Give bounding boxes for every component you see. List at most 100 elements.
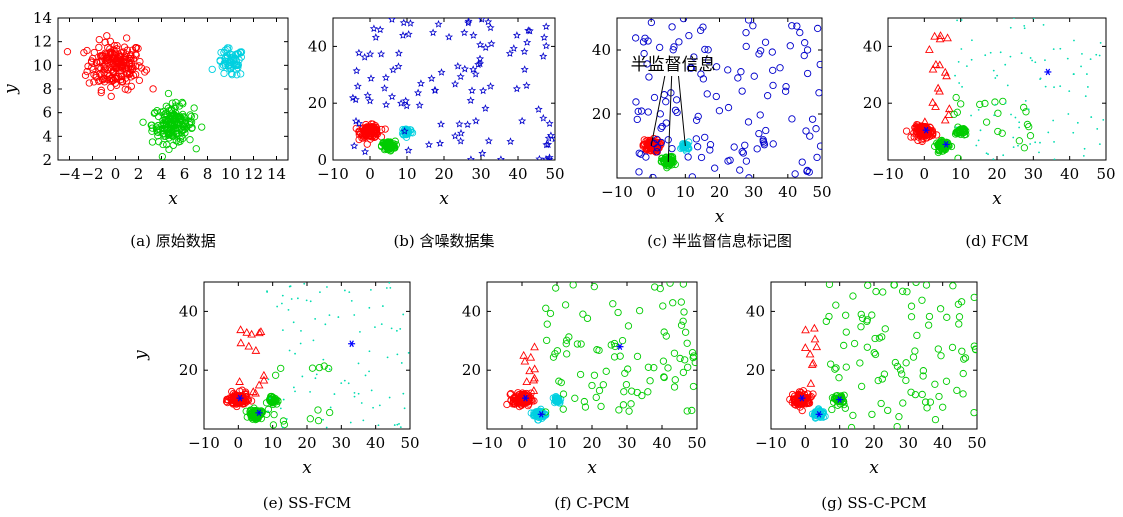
data-point: [559, 405, 567, 413]
data-point: [543, 336, 551, 345]
data-point: [899, 399, 907, 407]
subplot-caption: (a) 原始数据: [130, 232, 215, 250]
data-point: [816, 142, 822, 150]
y-tick-label: 20: [863, 94, 882, 112]
data-point: [786, 42, 794, 50]
data-point: [918, 296, 926, 304]
data-point: [154, 125, 162, 133]
data-point: [315, 363, 324, 372]
data-point: [269, 397, 271, 400]
data-point: [902, 127, 911, 135]
data-point: [726, 156, 734, 164]
data-point: [1083, 147, 1086, 150]
x-tick-label: 20: [434, 165, 453, 183]
data-point: [216, 56, 224, 64]
data-point: [610, 353, 619, 361]
data-point: [246, 410, 255, 418]
data-point: [372, 406, 374, 409]
data-point: [279, 407, 282, 410]
data-point: [597, 402, 605, 411]
data-point: [180, 119, 189, 127]
data-point: [928, 64, 938, 73]
data-point: [354, 48, 364, 57]
data-point: [394, 49, 403, 57]
data-point: [699, 23, 707, 31]
data-point: [701, 133, 709, 141]
data-point: [902, 359, 910, 367]
data-point: [832, 301, 840, 309]
data-point: [857, 382, 866, 391]
data-point: [290, 298, 293, 300]
data-point: [149, 85, 157, 93]
data-point: [590, 283, 598, 291]
data-point: [573, 340, 582, 348]
x-tick-label: 2: [134, 165, 144, 183]
data-point: [97, 88, 105, 97]
data-point: [646, 377, 654, 385]
data-point: [635, 306, 644, 315]
x-tick-label: 20: [987, 165, 1006, 183]
data-point: [1076, 121, 1079, 124]
data-point: [763, 92, 772, 100]
data-point: [769, 66, 777, 75]
plot-marks: [348, 18, 555, 160]
data-point: [464, 18, 473, 27]
data-point: [688, 173, 696, 178]
data-point: [825, 312, 833, 321]
data-point: [742, 42, 750, 51]
data-point: [694, 112, 702, 121]
data-point: [996, 74, 999, 77]
data-point: [671, 106, 680, 114]
data-point: [403, 407, 406, 410]
data-point: [609, 300, 617, 308]
data-point: [822, 317, 830, 326]
data-point: [880, 370, 889, 378]
data-point: [479, 86, 488, 95]
data-point: [1052, 119, 1055, 122]
data-point: [857, 323, 865, 331]
data-point: [936, 31, 945, 39]
data-point: [309, 300, 312, 303]
data-point: [1018, 126, 1021, 129]
data-point: [259, 370, 269, 379]
x-tick-label: −10: [601, 183, 633, 201]
subplot-d: −10 0 10 20 30 40 50 20 40 x (d) FCM: [863, 17, 1116, 250]
data-point: [768, 48, 776, 56]
data-point: [1024, 100, 1027, 102]
data-point: [697, 153, 706, 162]
data-point: [965, 65, 968, 67]
data-point: [842, 363, 850, 371]
data-point: [388, 396, 391, 399]
data-point: [925, 312, 934, 321]
data-point: [931, 380, 939, 388]
data-point: [847, 423, 856, 429]
data-point: [552, 392, 560, 401]
data-point: [404, 30, 413, 38]
x-tick-label: 10: [263, 434, 282, 452]
data-point: [312, 339, 315, 342]
data-point: [879, 288, 887, 296]
data-point: [123, 34, 131, 42]
data-point: [841, 404, 849, 412]
data-point: [953, 386, 961, 395]
data-point: [475, 59, 485, 68]
data-point: [907, 313, 916, 321]
x-tick-label: −10: [471, 434, 503, 452]
data-point: [1059, 85, 1062, 88]
data-point: [160, 111, 168, 119]
data-point: [522, 377, 532, 386]
y-tick-label: 20: [308, 94, 327, 112]
data-point: [749, 22, 757, 30]
data-point: [633, 352, 642, 361]
data-point: [97, 65, 105, 73]
data-point: [539, 52, 548, 60]
data-point: [174, 138, 183, 146]
x-tick-label: 50: [545, 165, 564, 183]
data-point: [396, 353, 399, 356]
data-point: [103, 54, 111, 62]
data-point: [1022, 108, 1030, 116]
data-point: [399, 328, 402, 330]
data-point: [684, 153, 692, 161]
data-point: [267, 378, 270, 381]
data-point: [685, 31, 693, 40]
